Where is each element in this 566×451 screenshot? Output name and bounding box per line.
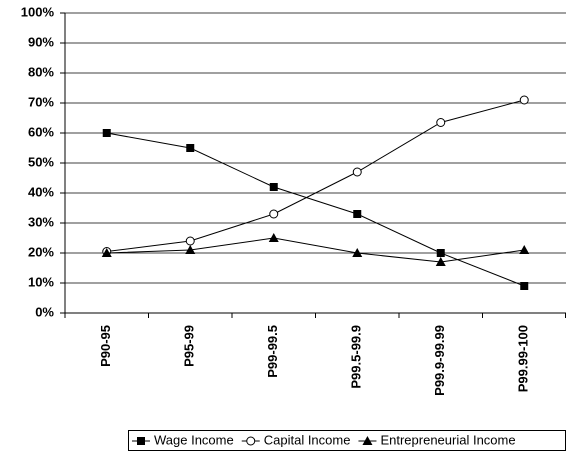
y-tick-label: 90% bbox=[28, 34, 54, 49]
data-point bbox=[436, 249, 445, 257]
y-tick-label: 60% bbox=[28, 124, 54, 139]
legend-marker bbox=[137, 437, 145, 445]
x-tick-label: P99.9-99.99 bbox=[432, 325, 447, 396]
x-tick-label: P99.5-99.9 bbox=[349, 325, 364, 389]
data-point bbox=[352, 167, 362, 177]
data-point bbox=[185, 236, 195, 246]
data-point bbox=[353, 210, 362, 218]
data-point bbox=[436, 118, 446, 127]
legend: Wage Income Capital Income Entrepreneurial… bbox=[128, 430, 566, 451]
y-tick-label: 10% bbox=[28, 274, 54, 289]
y-tick-label: 50% bbox=[28, 154, 54, 169]
data-point bbox=[268, 233, 279, 242]
legend-label: Entrepreneurial Income bbox=[380, 432, 515, 447]
series-line bbox=[106, 237, 525, 263]
data-point bbox=[186, 144, 195, 152]
x-tick-label: P95-99 bbox=[182, 325, 197, 367]
data-point bbox=[435, 257, 446, 266]
legend-marker bbox=[362, 436, 373, 445]
y-tick-label: 0% bbox=[35, 304, 54, 319]
y-tick-label: 40% bbox=[28, 184, 54, 199]
data-point bbox=[352, 248, 363, 257]
y-tick-label: 20% bbox=[28, 244, 54, 259]
x-tick-label: P99-99.5 bbox=[265, 325, 280, 378]
x-tick-label: P99.99-100 bbox=[516, 325, 531, 392]
y-tick-label: 80% bbox=[28, 64, 54, 79]
data-point bbox=[101, 248, 112, 257]
data-point bbox=[269, 209, 279, 219]
data-point bbox=[520, 282, 529, 290]
series-line bbox=[106, 132, 525, 287]
y-tick-label: 100% bbox=[21, 4, 55, 19]
series-line bbox=[106, 99, 525, 252]
data-point bbox=[519, 245, 530, 254]
y-tick-label: 70% bbox=[28, 94, 54, 109]
data-point bbox=[269, 183, 278, 191]
data-point bbox=[519, 95, 529, 105]
data-point bbox=[185, 245, 196, 254]
legend-marker bbox=[246, 436, 256, 446]
y-tick-label: 30% bbox=[28, 214, 54, 229]
legend-label: Capital Income bbox=[264, 432, 351, 447]
legend-label: Wage Income bbox=[154, 432, 234, 447]
x-tick-label: P90-95 bbox=[98, 325, 113, 367]
data-point bbox=[102, 129, 111, 137]
